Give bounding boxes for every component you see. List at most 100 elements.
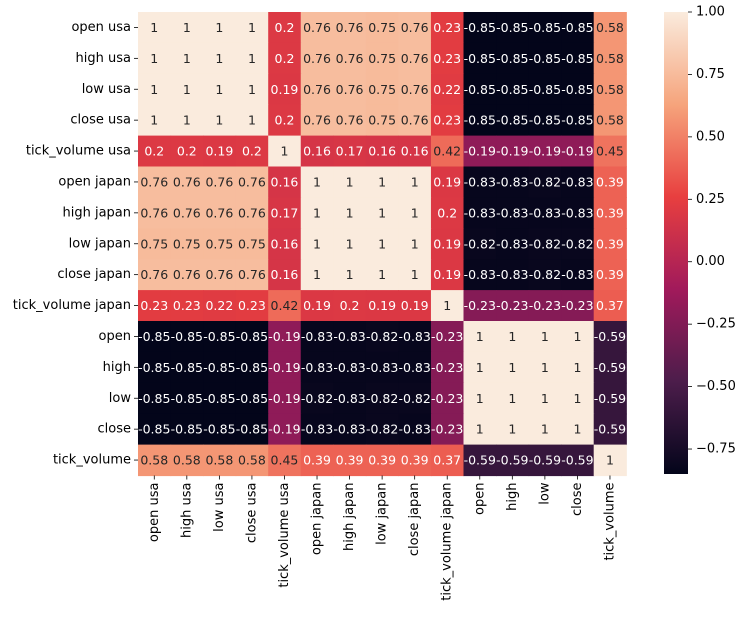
heatmap-cell	[561, 382, 595, 415]
cell-value-label: -0.19	[268, 329, 300, 344]
heatmap-cell	[268, 321, 302, 353]
cell-value-label: 0.58	[205, 453, 233, 468]
cell-value-label: -0.83	[301, 329, 333, 344]
x-tick-label: high japan	[342, 483, 357, 552]
heatmap-cell	[170, 73, 204, 106]
heatmap-cell	[496, 259, 530, 291]
heatmap-cell	[203, 321, 237, 353]
heatmap-cell	[203, 259, 237, 291]
cell-value-label: -0.19	[561, 144, 593, 159]
heatmap-cell	[496, 382, 530, 415]
heatmap-cell	[528, 42, 562, 75]
heatmap-cell	[203, 166, 237, 198]
cell-value-label: 1	[411, 174, 419, 189]
heatmap-cell	[365, 135, 399, 168]
heatmap-cell	[138, 73, 172, 106]
cell-value-label: -0.85	[171, 391, 203, 406]
heatmap-cell	[333, 42, 367, 75]
heatmap-cell	[235, 73, 269, 106]
y-tick-label: open usa	[71, 20, 131, 35]
cell-value-label: 0.42	[433, 144, 461, 159]
cell-value-label: -0.85	[496, 113, 528, 128]
cell-value-label: -0.85	[138, 422, 170, 437]
heatmap-cell	[561, 351, 595, 384]
cell-value-label: -0.23	[464, 298, 496, 313]
cell-value-label: 0.23	[238, 298, 266, 313]
cell-value-label: 0.45	[271, 453, 299, 468]
heatmap-cell	[235, 321, 269, 353]
cell-value-label: -0.83	[496, 174, 528, 189]
cell-value-label: -0.85	[496, 20, 528, 35]
cell-value-label: 1	[476, 329, 484, 344]
heatmap-cell	[463, 104, 497, 137]
heatmap-cell	[528, 73, 562, 106]
cell-value-label: -0.85	[171, 360, 203, 375]
cell-value-label: -0.83	[561, 174, 593, 189]
y-tick-label: tick_volume usa	[26, 144, 131, 159]
cell-value-label: -0.83	[398, 329, 430, 344]
heatmap-cell	[463, 197, 497, 229]
heatmap-cell	[333, 444, 367, 477]
cell-value-label: -0.85	[203, 422, 235, 437]
heatmap-cell	[528, 228, 562, 260]
x-tick-label: open	[472, 483, 487, 515]
cell-value-label: 1	[346, 205, 354, 220]
heatmap-cell	[593, 259, 627, 291]
cell-value-label: 1	[411, 205, 419, 220]
cell-value-label: -0.23	[561, 298, 593, 313]
heatmap-cell	[496, 351, 530, 384]
heatmap-cell	[333, 166, 367, 198]
cell-value-label: 0.23	[140, 298, 168, 313]
heatmap-cell	[138, 413, 172, 446]
cell-value-label: 1	[476, 360, 484, 375]
heatmap-cell	[268, 382, 302, 415]
cell-value-label: 1	[313, 267, 321, 282]
cell-value-label: 0.2	[275, 113, 295, 128]
cell-value-label: -0.85	[561, 113, 593, 128]
heatmap-cell	[593, 351, 627, 384]
heatmap-cell-labels: 1 1 1 1 0.2 0.76 0.76 0.75 0.76 0.23 -0.85 -0.85 -0.…	[138, 20, 626, 468]
cell-value-label: 0.76	[205, 174, 233, 189]
cell-value-label: 0.58	[596, 113, 624, 128]
heatmap-cell	[593, 382, 627, 415]
cell-value-label: -0.83	[301, 360, 333, 375]
heatmap-cell	[430, 197, 465, 229]
heatmap-cell	[333, 73, 367, 106]
cell-value-label: -0.85	[561, 51, 593, 66]
cell-value-label: 0.76	[336, 82, 364, 97]
cell-value-label: 1	[541, 329, 549, 344]
cell-value-label: 0.39	[303, 453, 331, 468]
cell-value-label: 0.16	[303, 144, 331, 159]
cell-value-label: 0.39	[596, 205, 624, 220]
heatmap-cell	[203, 228, 237, 260]
cell-value-label: 1	[346, 267, 354, 282]
heatmap-cell	[170, 413, 204, 446]
heatmap-cell	[138, 12, 172, 44]
heatmap-cell	[463, 166, 497, 198]
cell-value-label: 1	[183, 51, 191, 66]
cell-value-label: 0.76	[140, 205, 168, 220]
cell-value-label: -0.23	[431, 360, 463, 375]
cell-value-label: -0.85	[236, 391, 268, 406]
cell-value-label: -0.82	[529, 267, 561, 282]
heatmap-cell	[138, 166, 172, 198]
heatmap-cell	[268, 228, 302, 260]
heatmap-cell	[528, 166, 562, 198]
heatmap-cell	[430, 382, 465, 415]
cell-value-label: -0.85	[561, 20, 593, 35]
cell-value-label: -0.83	[464, 205, 496, 220]
x-tick-label: close japan	[407, 483, 422, 557]
x-tick-label: low usa	[212, 483, 227, 532]
heatmap-cell	[138, 42, 172, 75]
cell-value-label: -0.23	[496, 298, 528, 313]
cell-value-label: 0.2	[177, 144, 197, 159]
heatmap-cell	[593, 135, 627, 168]
heatmap-cell	[365, 382, 399, 415]
heatmap-cell	[300, 12, 334, 44]
y-tick-label: high usa	[76, 51, 131, 66]
y-tick-label: close	[98, 422, 131, 437]
cell-value-label: -0.19	[268, 391, 300, 406]
heatmap-cell	[268, 290, 302, 322]
cell-value-label: 0.76	[205, 267, 233, 282]
heatmap-cell	[170, 135, 204, 168]
